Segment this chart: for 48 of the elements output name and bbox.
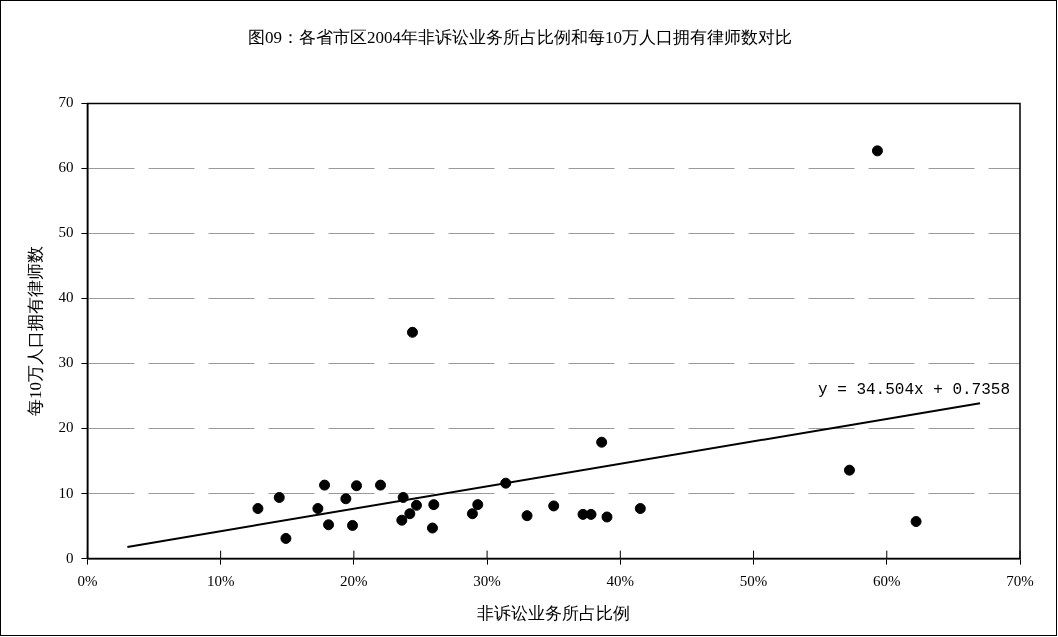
point xyxy=(466,508,478,520)
point xyxy=(312,503,324,515)
y-tick-label: 20 xyxy=(58,419,74,436)
x-tick-label: 40% xyxy=(606,572,635,589)
point xyxy=(871,145,883,157)
point xyxy=(843,464,855,476)
point xyxy=(472,499,484,511)
x-tick-label: 30% xyxy=(473,572,501,589)
point xyxy=(323,519,335,531)
y-axis-title: 每10万人口拥有律师数 xyxy=(25,246,45,416)
point xyxy=(406,326,418,338)
point xyxy=(397,491,409,503)
point xyxy=(548,500,560,512)
y-tick-label: 70 xyxy=(58,94,74,111)
x-tick-label: 50% xyxy=(739,572,768,589)
point xyxy=(601,511,613,523)
y-tick-label: 10 xyxy=(58,484,74,501)
point xyxy=(273,491,285,503)
point xyxy=(521,510,533,522)
chart-title: 图09：各省市区2004年非诉讼业务所占比例和每10万人口拥有律师数对比 xyxy=(248,27,792,47)
y-tick-label: 40 xyxy=(58,289,74,306)
point xyxy=(340,493,352,505)
annotation: y = 34.504x + 0.7358 xyxy=(817,381,1010,400)
point xyxy=(396,514,408,526)
x-tick-label: 0% xyxy=(77,572,98,589)
point xyxy=(426,522,438,534)
point xyxy=(351,480,363,492)
x-tick-label: 70% xyxy=(1006,572,1034,589)
y-tick-label: 0 xyxy=(65,549,74,566)
x-axis-title: 非诉讼业务所占比例 xyxy=(477,604,631,624)
point xyxy=(500,477,512,489)
y-tick-label: 30 xyxy=(58,354,74,371)
point xyxy=(319,479,331,491)
y-tick-label: 60 xyxy=(58,159,74,176)
point xyxy=(252,503,264,515)
point xyxy=(428,499,440,511)
point xyxy=(375,479,386,491)
point xyxy=(280,532,292,544)
x-tick-label: 60% xyxy=(873,572,901,589)
x-tick-label: 20% xyxy=(340,572,368,589)
point xyxy=(347,519,359,531)
point xyxy=(596,436,608,448)
point xyxy=(410,499,422,511)
point xyxy=(404,508,416,520)
y-tick-label: 50 xyxy=(58,224,74,241)
point xyxy=(634,503,646,515)
point xyxy=(910,516,922,528)
x-tick-label: 10% xyxy=(206,572,235,589)
